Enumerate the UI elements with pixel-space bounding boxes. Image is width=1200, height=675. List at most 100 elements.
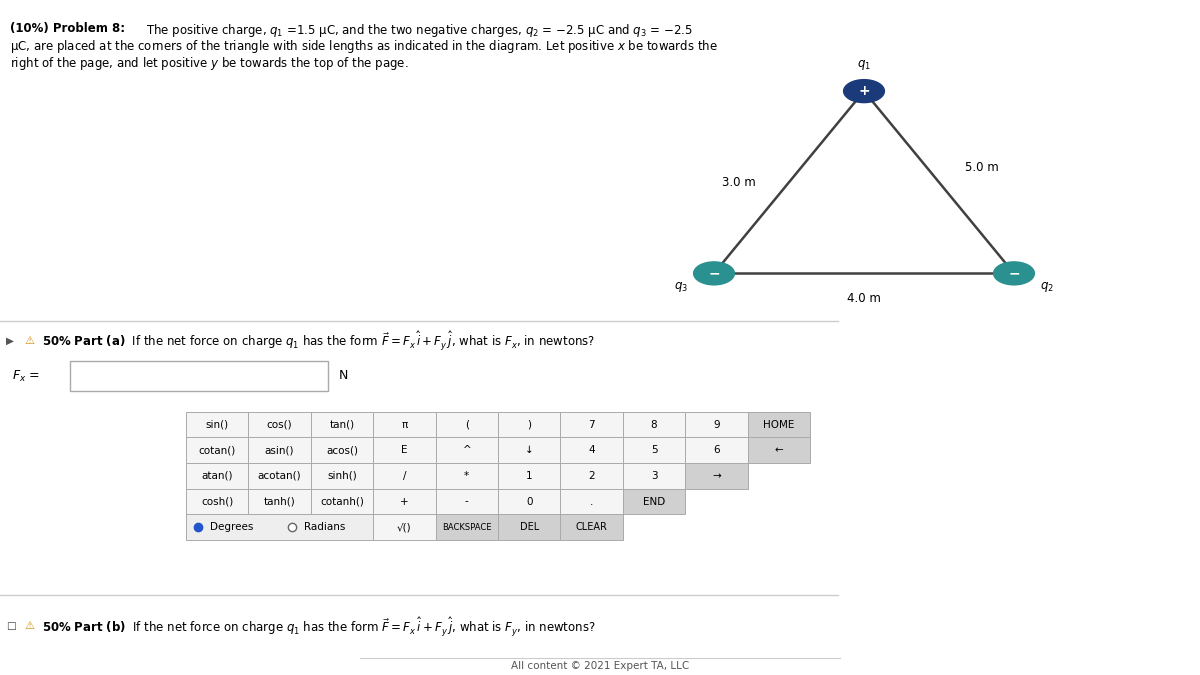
Text: $q_2$: $q_2$ (1040, 280, 1055, 294)
FancyBboxPatch shape (498, 437, 560, 463)
Text: tan(): tan() (330, 420, 354, 429)
FancyBboxPatch shape (498, 489, 560, 514)
Text: +: + (400, 497, 409, 506)
FancyBboxPatch shape (248, 437, 311, 463)
Text: 2: 2 (588, 471, 595, 481)
Text: 1: 1 (526, 471, 533, 481)
FancyBboxPatch shape (623, 463, 685, 489)
FancyBboxPatch shape (373, 412, 436, 437)
FancyBboxPatch shape (186, 514, 373, 540)
FancyBboxPatch shape (436, 514, 498, 540)
Text: $q_1$: $q_1$ (857, 58, 871, 72)
Circle shape (994, 262, 1034, 285)
FancyBboxPatch shape (248, 463, 311, 489)
Text: DEL: DEL (520, 522, 539, 532)
Text: 5.0 m: 5.0 m (965, 161, 1000, 174)
Text: Radians: Radians (304, 522, 344, 532)
FancyBboxPatch shape (685, 412, 748, 437)
FancyBboxPatch shape (373, 489, 436, 514)
FancyBboxPatch shape (560, 514, 623, 540)
FancyBboxPatch shape (311, 412, 373, 437)
Text: +: + (858, 84, 870, 98)
FancyBboxPatch shape (311, 489, 373, 514)
Text: ↓: ↓ (524, 446, 534, 455)
Text: $F_x$ =: $F_x$ = (12, 369, 40, 383)
Text: 4.0 m: 4.0 m (847, 292, 881, 305)
Text: asin(): asin() (265, 446, 294, 455)
FancyBboxPatch shape (623, 489, 685, 514)
FancyBboxPatch shape (436, 489, 498, 514)
Text: ⚠: ⚠ (24, 336, 34, 346)
FancyBboxPatch shape (623, 412, 685, 437)
Text: END: END (643, 497, 665, 506)
FancyBboxPatch shape (498, 412, 560, 437)
FancyBboxPatch shape (186, 437, 248, 463)
FancyBboxPatch shape (186, 412, 248, 437)
Text: 8: 8 (650, 420, 658, 429)
Text: 7: 7 (588, 420, 595, 429)
Text: 4: 4 (588, 446, 595, 455)
Text: ^: ^ (462, 446, 472, 455)
FancyBboxPatch shape (311, 437, 373, 463)
Text: .: . (590, 497, 593, 506)
Text: −: − (1008, 267, 1020, 280)
Text: HOME: HOME (763, 420, 794, 429)
FancyBboxPatch shape (436, 437, 498, 463)
Text: *: * (464, 471, 469, 481)
Text: μC, are placed at the corners of the triangle with side lengths as indicated in : μC, are placed at the corners of the tri… (10, 38, 718, 55)
FancyBboxPatch shape (436, 412, 498, 437)
FancyBboxPatch shape (498, 463, 560, 489)
Text: ⚠: ⚠ (24, 622, 34, 631)
Text: (10%) Problem 8:: (10%) Problem 8: (10, 22, 125, 34)
Text: 5: 5 (650, 446, 658, 455)
FancyBboxPatch shape (560, 489, 623, 514)
Text: BACKSPACE: BACKSPACE (442, 522, 492, 532)
Text: N: N (338, 369, 348, 383)
FancyBboxPatch shape (685, 463, 748, 489)
FancyBboxPatch shape (498, 514, 560, 540)
Text: 3: 3 (650, 471, 658, 481)
Text: (: ( (464, 420, 469, 429)
Text: cotan(): cotan() (198, 446, 236, 455)
Text: cotanh(): cotanh() (320, 497, 364, 506)
Circle shape (694, 262, 734, 285)
Text: E: E (401, 446, 408, 455)
Circle shape (844, 80, 884, 103)
FancyBboxPatch shape (186, 489, 248, 514)
Text: ▶: ▶ (6, 336, 14, 346)
FancyBboxPatch shape (248, 412, 311, 437)
Text: cos(): cos() (266, 420, 293, 429)
Text: √(): √() (397, 522, 412, 532)
FancyBboxPatch shape (623, 437, 685, 463)
Text: right of the page, and let positive $y$ be towards the top of the page.: right of the page, and let positive $y$ … (10, 55, 408, 72)
FancyBboxPatch shape (373, 463, 436, 489)
FancyBboxPatch shape (560, 412, 623, 437)
Text: Degrees: Degrees (210, 522, 253, 532)
Text: 3.0 m: 3.0 m (721, 176, 756, 189)
Text: /: / (403, 471, 406, 481)
Text: →: → (712, 471, 721, 481)
Text: $\mathbf{50\%\ Part\ (a)}$  If the net force on charge $q_1$ has the form $\vec{: $\mathbf{50\%\ Part\ (a)}$ If the net fo… (42, 329, 595, 352)
FancyBboxPatch shape (560, 437, 623, 463)
FancyBboxPatch shape (685, 437, 748, 463)
Text: −: − (708, 267, 720, 280)
Text: sinh(): sinh() (328, 471, 356, 481)
Text: 9: 9 (713, 420, 720, 429)
Text: $\mathbf{50\%\ Part\ (b)}$  If the net force on charge $q_1$ has the form $\vec{: $\mathbf{50\%\ Part\ (b)}$ If the net fo… (42, 615, 595, 638)
FancyBboxPatch shape (186, 463, 248, 489)
FancyBboxPatch shape (436, 463, 498, 489)
FancyBboxPatch shape (560, 463, 623, 489)
Text: ): ) (527, 420, 532, 429)
Text: acos(): acos() (326, 446, 358, 455)
FancyBboxPatch shape (748, 412, 810, 437)
Text: sin(): sin() (205, 420, 229, 429)
Text: π: π (401, 420, 408, 429)
Text: tanh(): tanh() (264, 497, 295, 506)
Text: □: □ (6, 622, 16, 631)
Text: cosh(): cosh() (202, 497, 233, 506)
Text: All content © 2021 Expert TA, LLC: All content © 2021 Expert TA, LLC (511, 662, 689, 671)
Text: atan(): atan() (202, 471, 233, 481)
Text: ←: ← (774, 446, 784, 455)
Text: 0: 0 (526, 497, 533, 506)
Text: 6: 6 (713, 446, 720, 455)
